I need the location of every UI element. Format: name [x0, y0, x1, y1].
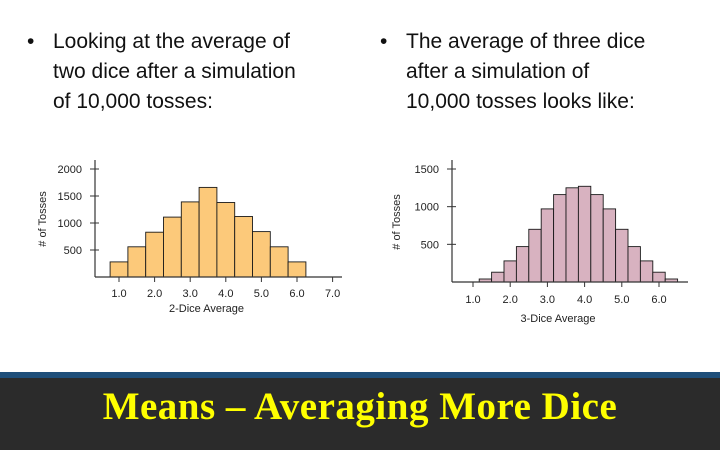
x-tick-label: 2.0: [503, 294, 518, 306]
plot-area: 1.0 2.0 3.0 4.0 5.0 6.0 7.0 500 1000 1500 2000 2-Di…: [37, 160, 342, 315]
x-tick-label: 6.0: [651, 294, 666, 306]
x-tick-label: 3.0: [540, 294, 555, 306]
bullet-dot: •: [27, 30, 35, 53]
histogram-bar: [565, 187, 579, 283]
histogram-bar: [503, 260, 517, 283]
y-tick-label: 2000: [58, 164, 82, 176]
x-tick-label: 6.0: [289, 288, 304, 300]
x-tick-label: 1.0: [111, 288, 126, 300]
histogram-bar: [553, 194, 567, 283]
bullet-right: • The average of three dice after a simu…: [380, 27, 710, 117]
y-tick-label: 1500: [415, 164, 439, 176]
x-tick-label: 5.0: [614, 294, 629, 306]
y-tick-label: 500: [421, 239, 439, 251]
three-dice-histogram: 1.0 2.0 3.0 4.0 5.0 6.0 500 1000 1500 3-Dice Aver…: [391, 160, 688, 325]
histogram-bar: [639, 260, 654, 283]
bullet-text-left: Looking at the average of two dice after…: [53, 30, 296, 113]
plot-area: 1.0 2.0 3.0 4.0 5.0 6.0 500 1000 1500 3-Dice Aver…: [391, 160, 688, 325]
bullet-dot: •: [380, 30, 388, 53]
x-tick-label: 2.0: [147, 288, 162, 300]
two-dice-histogram: 1.0 2.0 3.0 4.0 5.0 6.0 7.0 500 1000 1500 2000 2-Di…: [37, 160, 342, 315]
x-tick-label: 4.0: [577, 294, 592, 306]
x-axis-title: 3-Dice Average: [520, 313, 595, 325]
histogram-bar: [540, 208, 555, 283]
x-tick-label: 3.0: [183, 288, 198, 300]
footer-bar: [0, 372, 720, 450]
x-tick-label: 7.0: [325, 288, 340, 300]
histogram-bar: [652, 271, 666, 283]
histogram-bar: [577, 185, 592, 283]
slide-title: Means – Averaging More Dice: [102, 385, 618, 428]
bullet-left: • Looking at the average of two dice aft…: [27, 27, 357, 117]
y-axis-title: # of Tosses: [37, 191, 49, 247]
footer-divider: [0, 372, 720, 378]
x-tick-label: 4.0: [218, 288, 233, 300]
histogram-bar: [528, 228, 542, 283]
histogram-bar: [602, 208, 617, 283]
histogram-bar: [491, 271, 505, 283]
histogram-bar: [615, 228, 629, 283]
y-tick-label: 1500: [58, 191, 82, 203]
histogram-bar: [515, 246, 530, 283]
y-tick-label: 1000: [415, 202, 439, 214]
x-tick-label: 1.0: [465, 294, 480, 306]
y-axis-title: # of Tosses: [391, 194, 403, 250]
x-tick-label: 5.0: [254, 288, 269, 300]
bullet-text-right: The average of three dice after a simula…: [406, 30, 646, 113]
histogram-bar: [627, 246, 641, 283]
y-tick-label: 500: [64, 245, 82, 257]
histogram-bar: [590, 194, 604, 283]
y-tick-label: 1000: [58, 218, 82, 230]
x-axis-title: 2-Dice Average: [169, 303, 244, 315]
